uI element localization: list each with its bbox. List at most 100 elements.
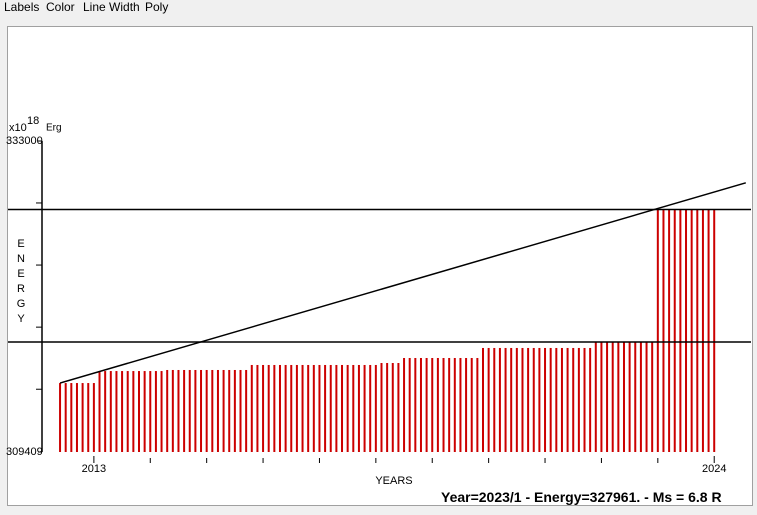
bar — [510, 347, 513, 452]
bar — [149, 371, 152, 452]
bar — [239, 369, 242, 452]
bar — [352, 364, 355, 452]
bar — [324, 364, 327, 452]
bar — [250, 364, 253, 452]
bar — [521, 347, 524, 452]
bar — [386, 363, 389, 452]
menu-item[interactable]: Color — [46, 0, 75, 14]
bar — [453, 357, 456, 452]
bar — [436, 357, 439, 452]
bar — [166, 369, 169, 452]
bar — [577, 347, 580, 452]
bar — [391, 363, 394, 452]
bar — [75, 383, 78, 452]
bar — [216, 369, 219, 452]
bar — [87, 383, 90, 452]
y-tick-label: 333000 — [6, 135, 43, 147]
bar — [81, 383, 84, 452]
bar — [566, 347, 569, 452]
bar — [538, 347, 541, 452]
bar — [262, 364, 265, 452]
bar — [476, 357, 479, 452]
bar — [617, 342, 620, 452]
bar — [515, 347, 518, 452]
y-axis-label: ENERGY — [15, 238, 27, 328]
bar — [532, 347, 535, 452]
bar — [267, 364, 270, 452]
trend-line — [59, 182, 747, 384]
bar — [121, 371, 124, 452]
bar — [459, 357, 462, 452]
bar — [668, 209, 671, 452]
y-unit-base: x10 — [9, 122, 27, 134]
bar — [132, 371, 135, 452]
bar — [701, 209, 704, 452]
bar — [59, 383, 62, 452]
bar — [200, 369, 203, 452]
x-tick-label: 2024 — [702, 463, 726, 475]
bar — [498, 347, 501, 452]
bar — [634, 342, 637, 452]
bar — [583, 347, 586, 452]
bar — [504, 347, 507, 452]
status-text: Year=2023/1 - Energy=327961. - Ms = 6.8 … — [441, 489, 722, 505]
bar — [425, 357, 428, 452]
bar — [329, 364, 332, 452]
menu-item[interactable]: Line Width — [83, 0, 140, 14]
bar — [690, 209, 693, 452]
bar — [228, 369, 231, 452]
bar — [572, 347, 575, 452]
x-axis-label: YEARS — [375, 475, 412, 487]
y-unit: Erg — [46, 123, 62, 134]
bar — [301, 364, 304, 452]
bar — [679, 209, 682, 452]
bar — [278, 364, 281, 452]
bar — [600, 342, 603, 452]
menu-bar: Labels Color Line Width Poly — [0, 0, 757, 16]
bar — [544, 347, 547, 452]
bar — [482, 347, 485, 452]
bar — [92, 383, 95, 452]
x-tick-label: 2013 — [82, 463, 106, 475]
bar — [194, 369, 197, 452]
bar — [183, 369, 186, 452]
menu-item[interactable]: Labels — [4, 0, 40, 14]
bar — [673, 209, 676, 452]
bar — [346, 364, 349, 452]
bar — [374, 364, 377, 452]
bar — [707, 209, 710, 452]
bar — [662, 209, 665, 452]
bar — [611, 342, 614, 452]
bar — [645, 342, 648, 452]
y-unit-exp: 18 — [27, 115, 39, 127]
bar — [273, 364, 276, 452]
bar — [713, 209, 716, 452]
bar — [245, 369, 248, 452]
bar — [414, 357, 417, 452]
bar — [651, 342, 654, 452]
bar — [363, 364, 366, 452]
y-tick-label: 309409 — [6, 446, 43, 458]
bar — [318, 364, 321, 452]
bar — [419, 357, 422, 452]
bar — [696, 209, 699, 452]
bar — [171, 369, 174, 452]
bar — [442, 357, 445, 452]
bar — [685, 209, 688, 452]
bar — [589, 347, 592, 452]
bar — [431, 357, 434, 452]
bar — [307, 364, 310, 452]
bar — [341, 364, 344, 452]
bar — [369, 364, 372, 452]
bar — [295, 364, 298, 452]
menu-item[interactable]: Poly — [145, 0, 169, 14]
bar — [560, 347, 563, 452]
bar — [104, 371, 107, 452]
bar — [487, 347, 490, 452]
bar — [527, 347, 530, 452]
bar — [154, 371, 157, 452]
bar — [109, 371, 112, 452]
bar — [622, 342, 625, 452]
